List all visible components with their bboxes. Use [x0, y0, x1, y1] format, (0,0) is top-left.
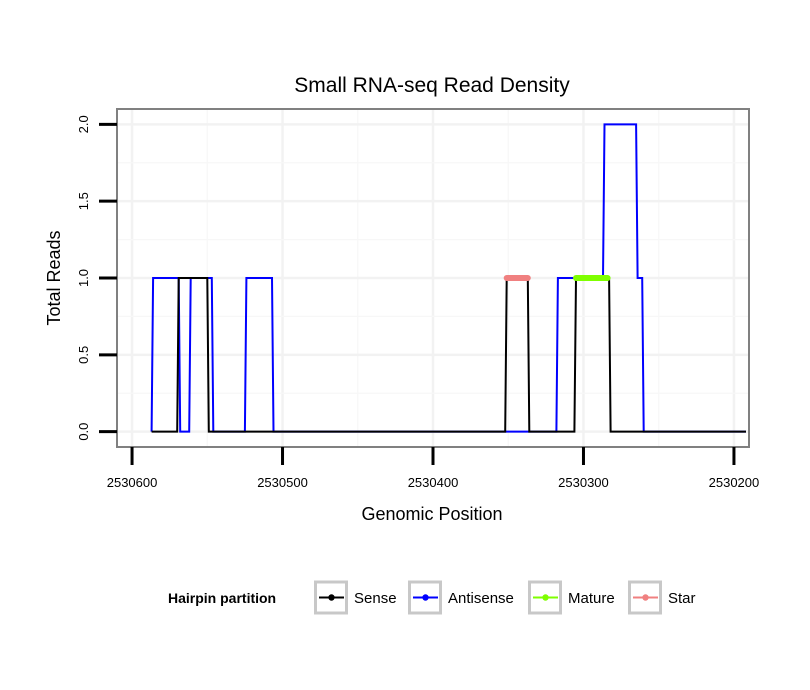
y-tick-label: 1.0 — [76, 269, 91, 287]
grid-lines — [117, 109, 749, 447]
legend-label: Mature — [568, 590, 615, 607]
legend-title: Hairpin partition — [168, 590, 276, 606]
legend-item-sense: Sense — [314, 580, 397, 615]
legend-item-antisense: Antisense — [408, 580, 514, 615]
legend-item-mature: Mature — [528, 580, 615, 615]
y-tick-label: 1.5 — [76, 192, 91, 210]
chart-title: Small RNA-seq Read Density — [294, 74, 570, 97]
legend-key-dot — [328, 594, 335, 601]
y-axis: 0.0 0.5 1.0 1.5 2.0 — [76, 115, 117, 441]
legend-label: Sense — [354, 590, 397, 607]
legend-key-dot — [422, 594, 429, 601]
x-tick-label: 2530400 — [408, 475, 459, 490]
y-tick-label: 0.0 — [76, 423, 91, 441]
legend-item-star: Star — [628, 580, 696, 615]
legend: Hairpin partition Sense Antisense Mature St… — [168, 580, 696, 615]
y-axis-title: Total Reads — [44, 230, 64, 325]
x-tick-label: 2530500 — [257, 475, 308, 490]
legend-key-dot — [642, 594, 649, 601]
series-layer — [150, 123, 746, 433]
legend-key-dot — [542, 594, 549, 601]
x-axis: 2530600 2530500 2530400 2530300 2530200 — [107, 447, 760, 490]
y-tick-label: 2.0 — [76, 115, 91, 133]
x-tick-label: 2530200 — [709, 475, 760, 490]
y-tick-label: 0.5 — [76, 346, 91, 364]
x-tick-label: 2530300 — [558, 475, 609, 490]
x-tick-label: 2530600 — [107, 475, 158, 490]
legend-label: Antisense — [448, 590, 514, 607]
series-antisense-line — [150, 123, 746, 433]
x-axis-title: Genomic Position — [361, 504, 502, 524]
legend-label: Star — [668, 590, 696, 607]
